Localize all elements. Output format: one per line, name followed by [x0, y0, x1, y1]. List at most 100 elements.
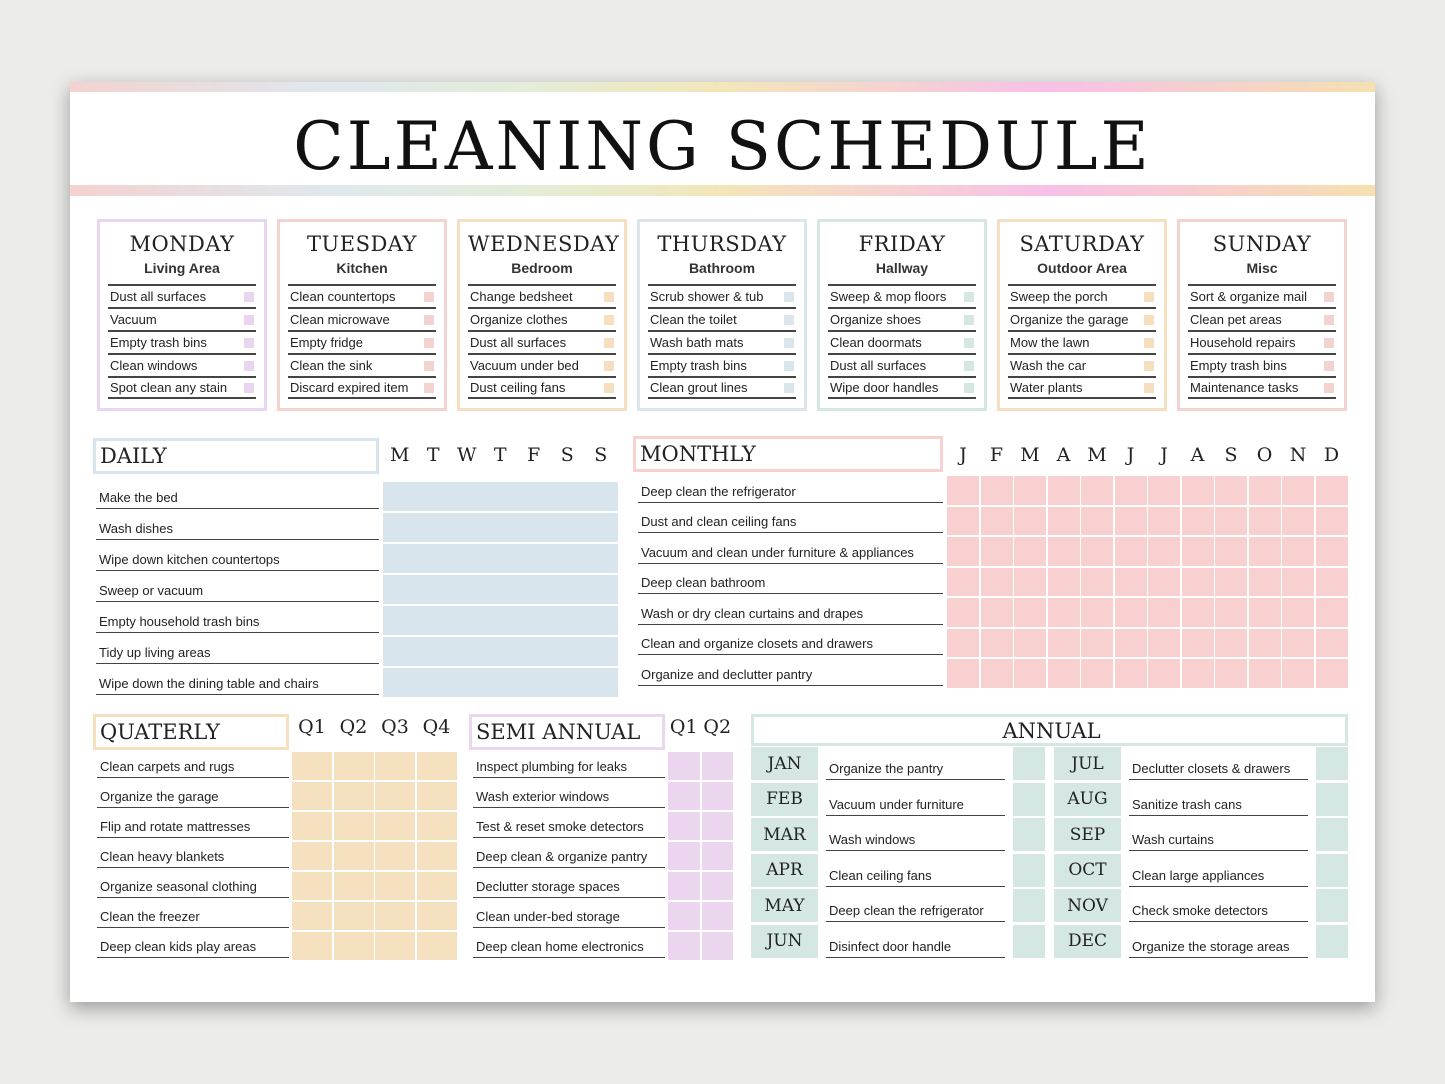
daily-checkbox-cell[interactable]: [584, 544, 618, 573]
checkbox[interactable]: [964, 337, 974, 348]
monthly-checkbox-cell[interactable]: [1081, 659, 1113, 688]
semi_annual-checkbox-cell[interactable]: [668, 872, 700, 900]
monthly-checkbox-cell[interactable]: [1081, 598, 1113, 627]
monthly-checkbox-cell[interactable]: [947, 506, 979, 535]
monthly-checkbox-cell[interactable]: [1181, 567, 1214, 596]
monthly-checkbox-cell[interactable]: [1248, 537, 1281, 566]
daily-checkbox-cell[interactable]: [550, 513, 584, 542]
monthly-checkbox-cell[interactable]: [1181, 659, 1214, 688]
monthly-checkbox-cell[interactable]: [1215, 537, 1247, 566]
monthly-checkbox-cell[interactable]: [1114, 628, 1147, 657]
annual-checkbox-cell[interactable]: [1013, 818, 1045, 851]
semi_annual-checkbox-cell[interactable]: [701, 812, 733, 840]
checkbox[interactable]: [784, 360, 794, 371]
monthly-checkbox-cell[interactable]: [1148, 567, 1180, 596]
daily-checkbox-cell[interactable]: [584, 482, 618, 511]
annual-checkbox-cell[interactable]: [1013, 782, 1045, 816]
monthly-checkbox-cell[interactable]: [1282, 567, 1314, 596]
quarterly-checkbox-cell[interactable]: [375, 782, 415, 810]
quarterly-checkbox-cell[interactable]: [375, 872, 415, 900]
semi_annual-checkbox-cell[interactable]: [701, 752, 733, 780]
checkbox[interactable]: [604, 337, 614, 348]
checkbox[interactable]: [424, 382, 434, 393]
monthly-checkbox-cell[interactable]: [1215, 659, 1247, 688]
daily-checkbox-cell[interactable]: [483, 637, 517, 666]
monthly-checkbox-cell[interactable]: [1047, 598, 1080, 627]
monthly-checkbox-cell[interactable]: [1047, 567, 1080, 596]
monthly-checkbox-cell[interactable]: [1081, 476, 1113, 505]
quarterly-checkbox-cell[interactable]: [416, 902, 457, 930]
annual-checkbox-cell[interactable]: [1013, 747, 1045, 780]
checkbox[interactable]: [1144, 291, 1154, 302]
daily-checkbox-cell[interactable]: [517, 482, 551, 511]
daily-checkbox-cell[interactable]: [450, 637, 484, 666]
daily-checkbox-cell[interactable]: [483, 482, 517, 511]
daily-checkbox-cell[interactable]: [450, 482, 484, 511]
quarterly-checkbox-cell[interactable]: [416, 752, 457, 780]
monthly-checkbox-cell[interactable]: [1181, 598, 1214, 627]
monthly-checkbox-cell[interactable]: [980, 506, 1013, 535]
daily-checkbox-cell[interactable]: [584, 513, 618, 542]
monthly-checkbox-cell[interactable]: [1315, 659, 1348, 688]
semi_annual-checkbox-cell[interactable]: [668, 932, 700, 960]
monthly-checkbox-cell[interactable]: [947, 628, 979, 657]
monthly-checkbox-cell[interactable]: [947, 598, 979, 627]
monthly-checkbox-cell[interactable]: [1248, 598, 1281, 627]
monthly-checkbox-cell[interactable]: [947, 567, 979, 596]
annual-checkbox-cell[interactable]: [1316, 853, 1348, 887]
monthly-checkbox-cell[interactable]: [1081, 628, 1113, 657]
monthly-checkbox-cell[interactable]: [1215, 506, 1247, 535]
monthly-checkbox-cell[interactable]: [1248, 506, 1281, 535]
daily-checkbox-cell[interactable]: [584, 637, 618, 666]
checkbox[interactable]: [1324, 360, 1334, 371]
annual-checkbox-cell[interactable]: [1316, 747, 1348, 780]
monthly-checkbox-cell[interactable]: [1315, 506, 1348, 535]
annual-checkbox-cell[interactable]: [1013, 889, 1045, 922]
daily-checkbox-cell[interactable]: [383, 544, 417, 573]
checkbox[interactable]: [1324, 314, 1334, 325]
checkbox[interactable]: [1144, 314, 1154, 325]
quarterly-checkbox-cell[interactable]: [375, 902, 415, 930]
monthly-checkbox-cell[interactable]: [1114, 567, 1147, 596]
monthly-checkbox-cell[interactable]: [1148, 659, 1180, 688]
checkbox[interactable]: [964, 314, 974, 325]
checkbox[interactable]: [784, 382, 794, 393]
quarterly-checkbox-cell[interactable]: [292, 842, 332, 870]
daily-checkbox-cell[interactable]: [450, 544, 484, 573]
semi_annual-checkbox-cell[interactable]: [668, 902, 700, 930]
monthly-checkbox-cell[interactable]: [1014, 567, 1046, 596]
checkbox[interactable]: [244, 337, 254, 348]
daily-checkbox-cell[interactable]: [483, 513, 517, 542]
checkbox[interactable]: [964, 382, 974, 393]
daily-checkbox-cell[interactable]: [383, 668, 417, 697]
daily-checkbox-cell[interactable]: [416, 606, 450, 635]
monthly-checkbox-cell[interactable]: [980, 476, 1013, 505]
monthly-checkbox-cell[interactable]: [1081, 537, 1113, 566]
checkbox[interactable]: [604, 314, 614, 325]
quarterly-checkbox-cell[interactable]: [416, 782, 457, 810]
checkbox[interactable]: [244, 360, 254, 371]
monthly-checkbox-cell[interactable]: [1315, 628, 1348, 657]
quarterly-checkbox-cell[interactable]: [333, 872, 374, 900]
monthly-checkbox-cell[interactable]: [1114, 659, 1147, 688]
semi_annual-checkbox-cell[interactable]: [701, 932, 733, 960]
daily-checkbox-cell[interactable]: [550, 637, 584, 666]
semi_annual-checkbox-cell[interactable]: [668, 782, 700, 810]
monthly-checkbox-cell[interactable]: [1047, 659, 1080, 688]
monthly-checkbox-cell[interactable]: [980, 659, 1013, 688]
monthly-checkbox-cell[interactable]: [1148, 506, 1180, 535]
quarterly-checkbox-cell[interactable]: [292, 902, 332, 930]
daily-checkbox-cell[interactable]: [550, 606, 584, 635]
daily-checkbox-cell[interactable]: [416, 513, 450, 542]
annual-checkbox-cell[interactable]: [1013, 924, 1045, 958]
daily-checkbox-cell[interactable]: [550, 575, 584, 604]
quarterly-checkbox-cell[interactable]: [416, 932, 457, 960]
monthly-checkbox-cell[interactable]: [1181, 537, 1214, 566]
quarterly-checkbox-cell[interactable]: [333, 932, 374, 960]
daily-checkbox-cell[interactable]: [383, 575, 417, 604]
daily-checkbox-cell[interactable]: [483, 575, 517, 604]
monthly-checkbox-cell[interactable]: [1248, 659, 1281, 688]
daily-checkbox-cell[interactable]: [450, 513, 484, 542]
monthly-checkbox-cell[interactable]: [1047, 476, 1080, 505]
checkbox[interactable]: [424, 291, 434, 302]
